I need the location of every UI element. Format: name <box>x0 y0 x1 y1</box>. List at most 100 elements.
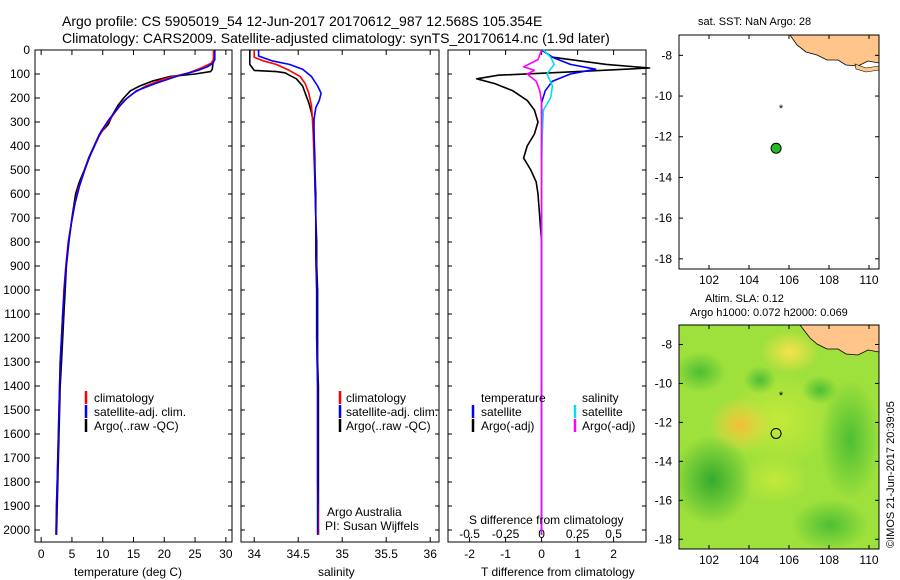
depth-tick-label: 600 <box>10 187 30 201</box>
salinity-series <box>249 50 322 535</box>
sla-yellowgreen-patch-2 <box>740 455 810 505</box>
depth-tick-label: 900 <box>10 259 30 273</box>
depth-tick-label: 300 <box>10 115 30 129</box>
salinity-axis-label: salinity <box>318 565 355 579</box>
sla-argo-position-marker <box>770 427 782 439</box>
title-line2: Climatology: CARS2009. Satellite-adjuste… <box>62 30 610 46</box>
x-tick-label: 34.5 <box>287 547 311 561</box>
java-coast <box>789 35 879 67</box>
depth-tick-label: 1600 <box>3 427 30 441</box>
x-tick-label: -1 <box>500 547 511 561</box>
s-difference-x-axis: -0.5 -0.25 0 0.25 0.5 <box>459 527 622 541</box>
sla-map-axes: 102 104 106 108 110 -8 -10 -12 -14 -16 -18 <box>655 325 879 567</box>
sst-cross-marker: * <box>779 103 784 115</box>
t-difference-x-axis: -2 -1 0 1 2 <box>464 50 617 561</box>
depth-tick-label: 800 <box>10 235 30 249</box>
depth-tick-label: 200 <box>10 91 30 105</box>
x-tick-label: 1 <box>574 547 581 561</box>
x-tick-label: 34 <box>248 547 262 561</box>
depth-tick-label: 1000 <box>3 283 30 297</box>
map-y-tick-label: -14 <box>655 170 673 184</box>
title-line1: Argo profile: CS 5905019_54 12-Jun-2017 … <box>62 13 542 29</box>
sla-bright-patch <box>760 330 820 374</box>
map-x-tick-label: 110 <box>859 273 878 287</box>
map-x-tick-label: 110 <box>859 553 878 567</box>
x-tick-label: 10 <box>96 547 110 561</box>
series-line-satellite-adj-clim- <box>55 50 216 535</box>
sla-low-patch-2 <box>820 380 879 500</box>
depth-tick-label: 1300 <box>3 355 30 369</box>
depth-tick-label: 1200 <box>3 331 30 345</box>
sla-map-title-line2: Argo h1000: 0.072 h2000: 0.069 <box>690 307 848 319</box>
depth-tick-label: 2000 <box>3 523 30 537</box>
argo-australia-note: Argo Australia <box>327 505 402 519</box>
depth-tick-label: 700 <box>10 211 30 225</box>
legend-argo-label: Argo(..raw -QC) <box>346 419 431 433</box>
map-y-tick-label: -16 <box>655 493 673 507</box>
map-y-tick-label: -18 <box>655 532 673 546</box>
map-x-tick-label: 104 <box>739 553 759 567</box>
series-line-climatology <box>55 50 215 535</box>
depth-axis: 0 100 200 300 400 500 600 700 800 900 1000 1100 1200… <box>3 43 40 537</box>
sla-low-patch-6 <box>679 352 726 392</box>
legend-satellite-label: satellite-adj. clim. <box>94 405 186 419</box>
s-difference-tick-label: -0.25 <box>492 527 520 541</box>
map-y-tick-label: -10 <box>655 89 673 103</box>
s-difference-axis-label: S difference from climatology <box>469 513 624 527</box>
depth-tick-label: 400 <box>10 139 30 153</box>
sla-map-title-line1: Altim. SLA: 0.12 <box>705 293 784 305</box>
map-y-tick-label: -14 <box>655 454 673 468</box>
sst-map-land <box>789 35 879 73</box>
map-x-tick-label: 106 <box>779 553 799 567</box>
x-tick-label: 20 <box>158 547 172 561</box>
x-tick-label: 0 <box>38 547 45 561</box>
depth-tick-label: 1500 <box>3 403 30 417</box>
difference-panel-frame <box>447 49 647 543</box>
s-difference-tick-label: 0.5 <box>605 527 622 541</box>
map-x-tick-label: 106 <box>779 273 799 287</box>
depth-tick-label: 1400 <box>3 379 30 393</box>
map-x-tick-label: 108 <box>819 273 839 287</box>
depth-tick-label: 1800 <box>3 475 30 489</box>
series-line-satellite-adj-clim- <box>257 50 322 535</box>
depth-tick-label: 500 <box>10 163 30 177</box>
sst-map-title: sat. SST: NaN Argo: 28 <box>698 16 811 28</box>
map-y-tick-label: -10 <box>655 376 673 390</box>
x-tick-label: 0 <box>538 547 545 561</box>
map-x-tick-label: 102 <box>699 553 719 567</box>
salinity-panel-frame <box>240 49 440 543</box>
salinity-x-axis: 34 34.5 35 35.5 36 <box>248 50 437 561</box>
sst-map-frame <box>678 34 880 270</box>
s-difference-tick-label: -0.5 <box>459 527 480 541</box>
legend-t-satellite-label: satellite <box>481 405 522 419</box>
depth-tick-label: 1100 <box>4 307 30 321</box>
legend-salinity-heading: salinity <box>582 391 619 405</box>
series-line-argo <box>55 50 215 535</box>
sla-low-patch-3 <box>802 376 838 404</box>
map-y-tick-label: -12 <box>655 415 673 429</box>
java-coast <box>799 325 879 356</box>
sst-argo-position-marker <box>770 142 782 154</box>
series-line-s-satellite <box>540 49 556 535</box>
map-y-tick-label: -12 <box>655 130 673 144</box>
legend-climatology-label: climatology <box>94 391 154 405</box>
map-y-tick-label: -8 <box>661 337 672 351</box>
difference-series <box>475 49 651 535</box>
x-tick-label: 35 <box>336 547 350 561</box>
map-x-tick-label: 108 <box>819 553 839 567</box>
sla-low-patch <box>679 435 752 525</box>
inner-depth-ticks <box>228 49 646 531</box>
x-tick-label: 35.5 <box>375 547 399 561</box>
sst-map-axes: 102 104 106 108 110 -8 -10 -12 -14 -16 -18 <box>655 35 879 287</box>
difference-legend: temperature satellite Argo(-adj) salinit… <box>471 391 635 433</box>
depth-tick-label: 0 <box>23 43 30 57</box>
map-x-tick-label: 102 <box>699 273 719 287</box>
series-line-s-argo-adj- <box>522 49 543 535</box>
depth-tick-label: 100 <box>10 67 30 81</box>
x-tick-label: 15 <box>127 547 141 561</box>
map-y-tick-label: -16 <box>655 211 673 225</box>
legend-climatology-label: climatology <box>346 391 406 405</box>
depth-tick-label: 1700 <box>3 451 30 465</box>
temperature-series <box>55 50 216 535</box>
